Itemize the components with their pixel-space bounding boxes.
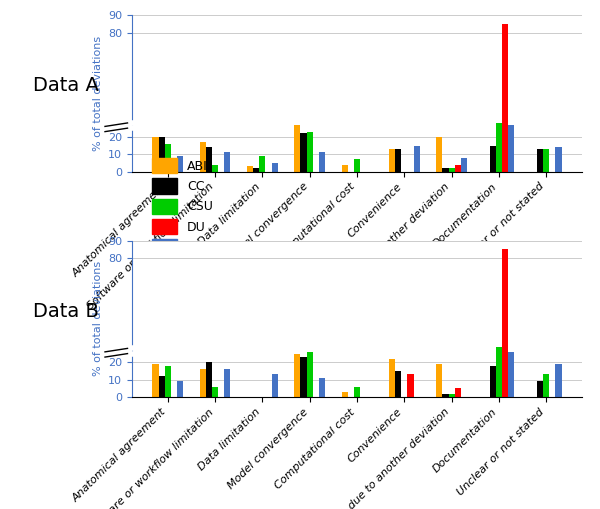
- Bar: [455, 388, 461, 397]
- Bar: [272, 375, 278, 397]
- Bar: [543, 375, 549, 397]
- Bar: [537, 381, 543, 397]
- Bar: [295, 125, 301, 172]
- Bar: [502, 249, 508, 397]
- Bar: [508, 125, 514, 172]
- Bar: [407, 375, 413, 397]
- Bar: [490, 366, 496, 397]
- Bar: [436, 364, 442, 397]
- Bar: [158, 376, 165, 397]
- Bar: [272, 163, 278, 172]
- Y-axis label: % of total deviations: % of total deviations: [92, 36, 103, 151]
- Bar: [389, 359, 395, 397]
- Bar: [496, 123, 502, 172]
- Bar: [455, 164, 461, 172]
- Bar: [537, 149, 543, 172]
- Bar: [442, 168, 449, 172]
- Bar: [212, 164, 218, 172]
- Bar: [206, 362, 212, 397]
- Bar: [158, 137, 165, 172]
- Bar: [389, 149, 395, 172]
- Bar: [395, 371, 401, 397]
- Bar: [556, 147, 562, 172]
- Bar: [461, 158, 467, 172]
- Bar: [442, 393, 449, 397]
- Bar: [259, 156, 265, 172]
- Bar: [224, 153, 230, 172]
- Bar: [502, 24, 508, 172]
- Text: Data A: Data A: [33, 76, 99, 95]
- Bar: [200, 369, 206, 397]
- Bar: [224, 369, 230, 397]
- Bar: [319, 153, 325, 172]
- Bar: [212, 387, 218, 397]
- Bar: [247, 166, 253, 172]
- Bar: [543, 149, 549, 172]
- Bar: [301, 133, 307, 172]
- Bar: [496, 347, 502, 397]
- Y-axis label: % of total deviations: % of total deviations: [92, 261, 103, 377]
- Bar: [413, 146, 419, 172]
- Bar: [319, 378, 325, 397]
- Bar: [354, 387, 360, 397]
- Bar: [177, 381, 183, 397]
- Bar: [307, 352, 313, 397]
- Bar: [395, 149, 401, 172]
- Bar: [152, 364, 158, 397]
- Bar: [508, 352, 514, 397]
- Bar: [449, 393, 455, 397]
- Bar: [200, 142, 206, 172]
- Bar: [165, 366, 171, 397]
- Bar: [341, 392, 348, 397]
- Bar: [253, 168, 259, 172]
- Bar: [436, 137, 442, 172]
- Bar: [295, 354, 301, 397]
- Bar: [354, 159, 360, 172]
- Legend: ABI, CC, CSU, DU, HSS: ABI, CC, CSU, DU, HSS: [147, 153, 218, 259]
- Bar: [490, 146, 496, 172]
- Bar: [307, 132, 313, 172]
- Bar: [301, 357, 307, 397]
- Bar: [177, 156, 183, 172]
- Bar: [449, 168, 455, 172]
- Bar: [341, 164, 348, 172]
- Bar: [165, 144, 171, 172]
- Bar: [152, 137, 158, 172]
- Bar: [556, 364, 562, 397]
- Text: Data B: Data B: [33, 301, 99, 321]
- Bar: [206, 147, 212, 172]
